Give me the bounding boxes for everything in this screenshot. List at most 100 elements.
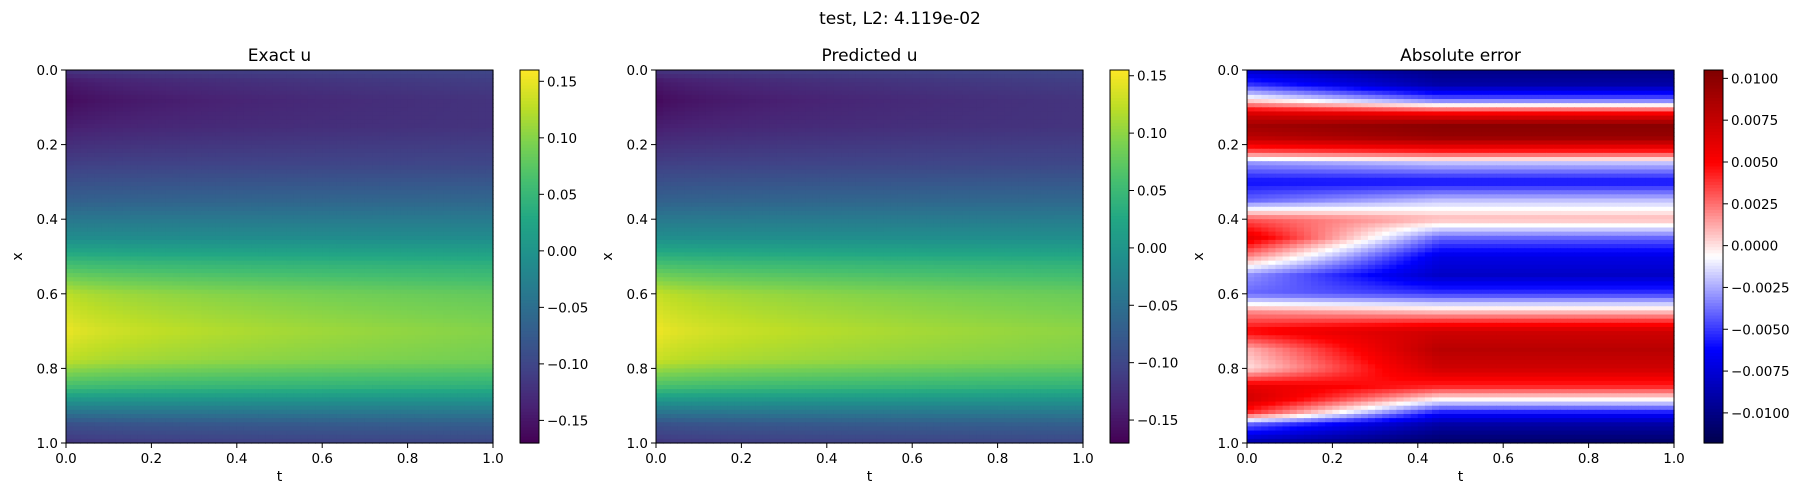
heatmap-cell — [101, 70, 110, 75]
heatmap-cell — [464, 281, 473, 287]
heatmap-cell — [130, 235, 138, 241]
heatmap-cell — [115, 132, 124, 137]
heatmap-cell — [108, 190, 117, 195]
heatmap-cell — [464, 380, 473, 386]
heatmap-cell — [236, 136, 245, 142]
heatmap-cell — [94, 186, 103, 191]
heatmap-cell — [279, 339, 288, 345]
heatmap-cell — [236, 186, 245, 191]
heatmap-cell — [151, 198, 160, 204]
heatmap-cell — [464, 318, 473, 324]
heatmap-cell — [194, 389, 202, 394]
heatmap-cell — [265, 94, 273, 100]
heatmap-cell — [421, 186, 430, 191]
heatmap-cell — [101, 372, 110, 378]
heatmap-cell — [464, 152, 473, 158]
heatmap-cell — [87, 215, 96, 220]
heatmap-cell — [421, 119, 430, 125]
heatmap-cell — [130, 376, 138, 382]
heatmap-cell — [457, 103, 466, 108]
heatmap-cell — [87, 318, 96, 324]
heatmap-cell — [179, 86, 188, 92]
heatmap-cell — [236, 360, 245, 365]
heatmap-cell — [194, 94, 202, 100]
heatmap-cell — [386, 256, 394, 262]
heatmap-cell — [464, 161, 473, 166]
heatmap-cell — [322, 260, 330, 266]
heatmap-cell — [400, 148, 409, 154]
heatmap-cell — [194, 140, 202, 146]
heatmap-cell — [315, 322, 323, 328]
heatmap-cell — [115, 210, 124, 216]
heatmap-cell — [457, 82, 466, 88]
heatmap-cell — [379, 181, 387, 187]
heatmap-cell — [130, 90, 138, 96]
heatmap-cell — [322, 285, 330, 291]
heatmap-cell — [87, 360, 96, 365]
heatmap-cell — [66, 322, 74, 328]
heatmap-cell — [194, 190, 202, 195]
heatmap-cell — [386, 99, 394, 104]
heatmap-cell — [400, 86, 409, 92]
heatmap-cell — [222, 393, 231, 399]
heatmap-cell — [372, 326, 380, 332]
heatmap-cell — [407, 372, 416, 378]
heatmap-cell — [471, 107, 480, 113]
heatmap-cell — [400, 202, 409, 208]
heatmap-cell — [172, 186, 181, 191]
heatmap-cell — [194, 111, 202, 117]
heatmap-cell — [265, 335, 273, 340]
heatmap-cell — [457, 132, 466, 137]
heatmap-cell — [293, 360, 302, 365]
heatmap-cell — [151, 136, 160, 142]
heatmap-cell — [443, 78, 451, 84]
heatmap-cell — [478, 165, 487, 171]
heatmap-cell — [450, 144, 459, 150]
heatmap-cell — [144, 326, 152, 332]
heatmap-cell — [66, 289, 74, 295]
heatmap-cell — [478, 161, 487, 166]
heatmap-cell — [464, 264, 473, 270]
heatmap-cell — [251, 252, 259, 258]
heatmap-cell — [80, 413, 88, 419]
heatmap-cell — [386, 306, 394, 311]
heatmap-cell — [265, 78, 273, 84]
heatmap-cell — [151, 306, 160, 311]
heatmap-cell — [450, 384, 459, 390]
heatmap-cell — [450, 165, 459, 171]
heatmap-cell — [94, 405, 103, 411]
heatmap-cell — [151, 376, 160, 382]
heatmap-cell — [194, 227, 202, 233]
heatmap-cell — [229, 70, 238, 75]
heatmap-cell — [343, 326, 352, 332]
heatmap-cell — [428, 281, 437, 287]
heatmap-cell — [108, 119, 117, 125]
heatmap-cell — [122, 302, 131, 307]
heatmap-cell — [350, 194, 359, 200]
heatmap-cell — [186, 186, 195, 191]
heatmap-cell — [272, 82, 281, 88]
heatmap-cell — [80, 140, 88, 146]
heatmap-cell — [272, 244, 281, 249]
heatmap-cell — [137, 115, 145, 121]
heatmap-cell — [307, 198, 316, 204]
heatmap-cell — [172, 413, 181, 419]
heatmap-cell — [94, 70, 103, 75]
heatmap-cell — [343, 181, 352, 187]
heatmap-cell — [379, 99, 387, 104]
heatmap-cell — [151, 297, 160, 303]
heatmap-cell — [87, 74, 96, 79]
heatmap-cell — [279, 94, 288, 100]
heatmap-cell — [144, 144, 152, 150]
heatmap-cell — [407, 331, 416, 336]
heatmap-cell — [464, 306, 473, 311]
heatmap-cell — [386, 94, 394, 100]
heatmap-cell — [372, 339, 380, 345]
heatmap-cell — [172, 335, 181, 340]
heatmap-cell — [179, 401, 188, 407]
heatmap-cell — [336, 252, 345, 258]
heatmap-cell — [194, 223, 202, 229]
heatmap-cell — [372, 401, 380, 407]
heatmap-cell — [258, 99, 266, 104]
heatmap-cell — [329, 326, 338, 332]
